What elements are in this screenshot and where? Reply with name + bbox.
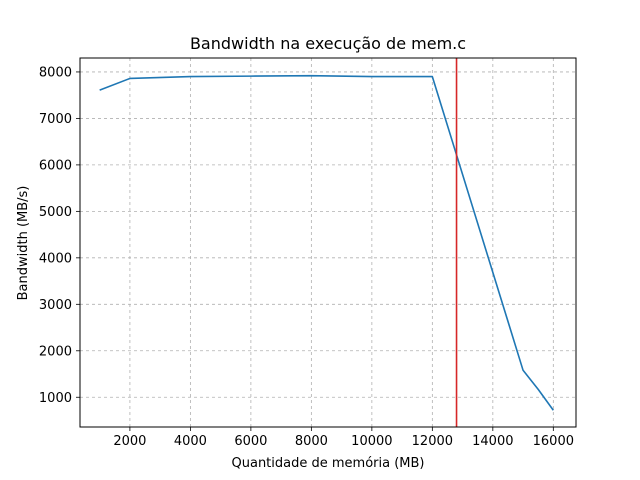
y-tick-label: 2000 — [39, 344, 72, 359]
x-tick-label: 8000 — [295, 434, 328, 449]
x-tick-label: 6000 — [234, 434, 267, 449]
x-tick-label: 12000 — [412, 434, 453, 449]
x-tick-label: 14000 — [472, 434, 513, 449]
plot-frame — [79, 57, 577, 428]
y-tick-label: 7000 — [39, 112, 72, 127]
x-tick-label: 2000 — [113, 434, 146, 449]
y-tick-label: 4000 — [39, 251, 72, 266]
x-tick-label: 16000 — [533, 434, 574, 449]
grid-lines — [80, 58, 576, 427]
x-tick-label: 4000 — [174, 434, 207, 449]
axis-ticks: 2000 4000 6000 8000 10000 12000 14000 16000 1000… — [39, 65, 574, 449]
y-tick-label: 5000 — [39, 205, 72, 220]
x-tick-label: 10000 — [351, 434, 392, 449]
chart-title: Bandwidth na execução de mem.c — [190, 34, 466, 53]
y-tick-label: 8000 — [39, 65, 72, 80]
plot-series — [99, 58, 554, 427]
y-axis-label: Bandwidth (MB/s) — [16, 186, 31, 301]
y-tick-label: 3000 — [39, 298, 72, 313]
y-tick-label: 1000 — [39, 391, 72, 406]
bandwidth-series-line — [99, 74, 554, 411]
y-tick-label: 6000 — [39, 158, 72, 173]
x-axis-label: Quantidade de memória (MB) — [232, 456, 425, 471]
